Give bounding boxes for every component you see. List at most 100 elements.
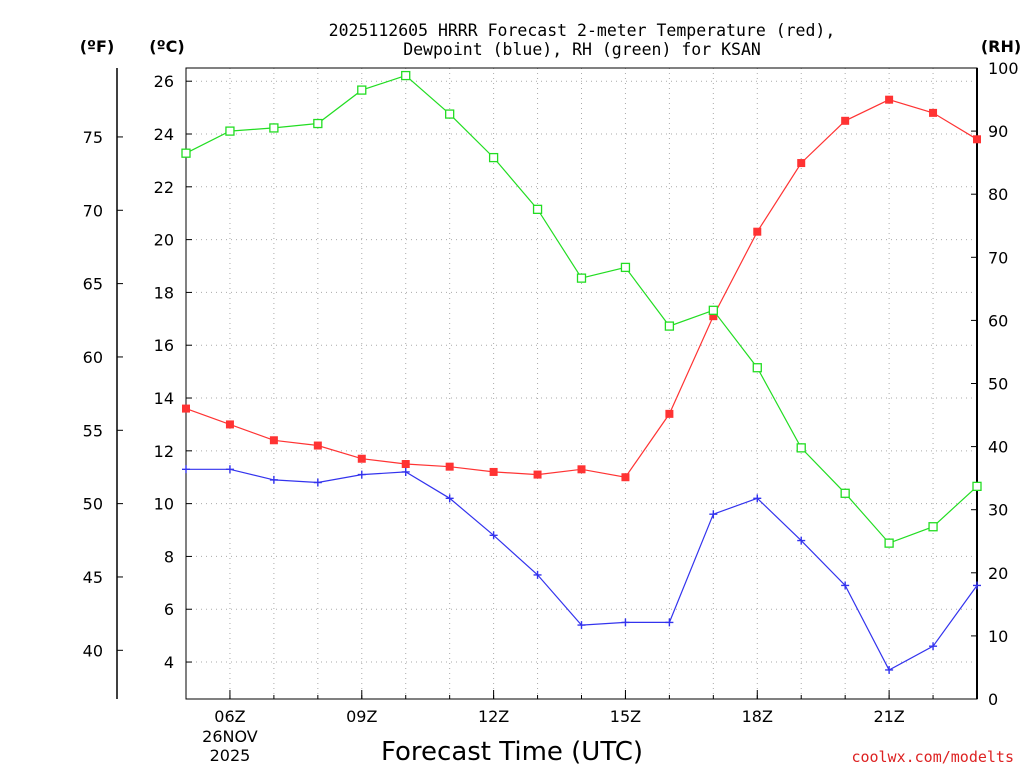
- date-label: 2025: [210, 746, 251, 765]
- data-point-rh: [181, 148, 191, 158]
- x-axis-title: Forecast Time (UTC): [381, 737, 643, 767]
- data-point-dewpoint: [445, 494, 454, 503]
- data-point-temperature: [489, 467, 498, 476]
- fahrenheit-tick-label: 70: [83, 201, 103, 220]
- data-series: [181, 70, 982, 674]
- celsius-tick-label: 12: [154, 442, 174, 461]
- rh-tick-label: 50: [988, 375, 1008, 394]
- celsius-tick-label: 16: [154, 336, 174, 355]
- celsius-tick-label: 14: [154, 389, 174, 408]
- data-point-temperature: [182, 404, 190, 413]
- fahrenheit-tick-label: 50: [83, 495, 103, 514]
- rh-axis-label: (RH): [981, 37, 1021, 56]
- data-point-temperature: [401, 460, 410, 469]
- data-point-dewpoint: [313, 478, 322, 487]
- data-point-temperature: [797, 159, 806, 168]
- data-point-temperature: [621, 473, 630, 482]
- fahrenheit-tick-label: 40: [83, 641, 103, 660]
- data-point-temperature: [973, 135, 981, 144]
- data-point-dewpoint: [973, 581, 981, 590]
- data-point-rh: [225, 126, 235, 136]
- fahrenheit-tick-label: 60: [83, 348, 103, 367]
- data-point-rh: [488, 152, 499, 163]
- data-point-temperature: [665, 409, 674, 418]
- data-point-rh: [664, 321, 675, 331]
- rh-tick-label: 70: [988, 248, 1008, 267]
- data-point-rh: [708, 305, 718, 315]
- rh-tick-label: 20: [988, 564, 1008, 583]
- data-point-rh: [796, 443, 806, 453]
- data-point-temperature: [357, 454, 366, 463]
- data-point-rh: [972, 481, 982, 492]
- data-point-dewpoint: [357, 470, 366, 479]
- rh-tick-label: 0: [988, 690, 998, 709]
- data-point-temperature: [313, 441, 322, 450]
- data-point-rh: [928, 522, 938, 532]
- rh-tick-label: 40: [988, 438, 1008, 457]
- x-tick-label: 21Z: [873, 707, 904, 726]
- celsius-tick-label: 20: [154, 231, 174, 250]
- data-point-rh: [840, 488, 850, 498]
- x-tick-label: 09Z: [346, 707, 377, 726]
- data-point-rh: [357, 85, 367, 95]
- data-point-rh: [269, 123, 279, 133]
- data-point-rh: [576, 273, 587, 283]
- chart-title-line-1: 2025112605 HRRR Forecast 2-meter Tempera…: [329, 21, 836, 40]
- fahrenheit-tick-label: 45: [83, 568, 103, 587]
- data-point-dewpoint: [182, 465, 190, 474]
- fahrenheit-axis-label: (ºF): [80, 37, 115, 56]
- x-tick-label: 12Z: [478, 707, 509, 726]
- data-point-dewpoint: [401, 467, 410, 476]
- celsius-tick-label: 24: [154, 125, 174, 144]
- data-point-temperature: [269, 436, 278, 445]
- data-point-rh: [313, 118, 323, 129]
- data-point-rh: [884, 538, 894, 548]
- celsius-tick-label: 22: [154, 178, 174, 197]
- fahrenheit-tick-label: 75: [83, 128, 103, 147]
- data-point-dewpoint: [225, 465, 234, 474]
- celsius-tick-label: 18: [154, 283, 174, 302]
- series-temperature: [182, 95, 981, 482]
- fahrenheit-tick-label: 55: [83, 421, 103, 440]
- rh-tick-label: 30: [988, 501, 1008, 520]
- data-point-rh: [445, 109, 455, 119]
- rh-tick-label: 10: [988, 627, 1008, 646]
- data-point-dewpoint: [489, 531, 498, 540]
- celsius-tick-label: 4: [164, 653, 174, 672]
- data-point-dewpoint: [929, 642, 938, 651]
- data-point-dewpoint: [709, 510, 718, 519]
- rh-tick-label: 80: [988, 185, 1008, 204]
- data-point-rh: [752, 363, 762, 373]
- data-point-dewpoint: [885, 665, 894, 674]
- rh-tick-label: 90: [988, 122, 1008, 141]
- data-point-dewpoint: [665, 618, 674, 627]
- data-point-temperature: [841, 116, 850, 125]
- x-tick-label: 15Z: [610, 707, 641, 726]
- data-point-dewpoint: [753, 494, 762, 503]
- celsius-axis-label: (ºC): [149, 37, 184, 56]
- date-label: 26NOV: [202, 727, 258, 746]
- rh-tick-label: 100: [988, 59, 1019, 78]
- data-point-dewpoint: [269, 475, 278, 484]
- celsius-tick-label: 10: [154, 495, 174, 514]
- rh-tick-label: 60: [988, 311, 1008, 330]
- data-point-dewpoint: [577, 621, 586, 630]
- fahrenheit-tick-label: 65: [83, 275, 103, 294]
- celsius-tick-label: 26: [154, 72, 174, 91]
- data-point-dewpoint: [533, 570, 542, 579]
- data-point-dewpoint: [841, 581, 850, 590]
- series-rh: [181, 70, 982, 548]
- celsius-tick-label: 8: [164, 547, 174, 566]
- data-point-temperature: [225, 420, 234, 429]
- data-point-rh: [401, 70, 411, 81]
- x-tick-label: 06Z: [214, 707, 245, 726]
- data-point-temperature: [445, 462, 454, 471]
- grid-lines: [186, 68, 977, 699]
- data-point-rh: [532, 204, 543, 214]
- x-tick-label: 18Z: [742, 707, 773, 726]
- data-point-temperature: [577, 465, 586, 474]
- data-point-dewpoint: [621, 618, 630, 627]
- watermark: coolwx.com/modelts: [851, 748, 1014, 766]
